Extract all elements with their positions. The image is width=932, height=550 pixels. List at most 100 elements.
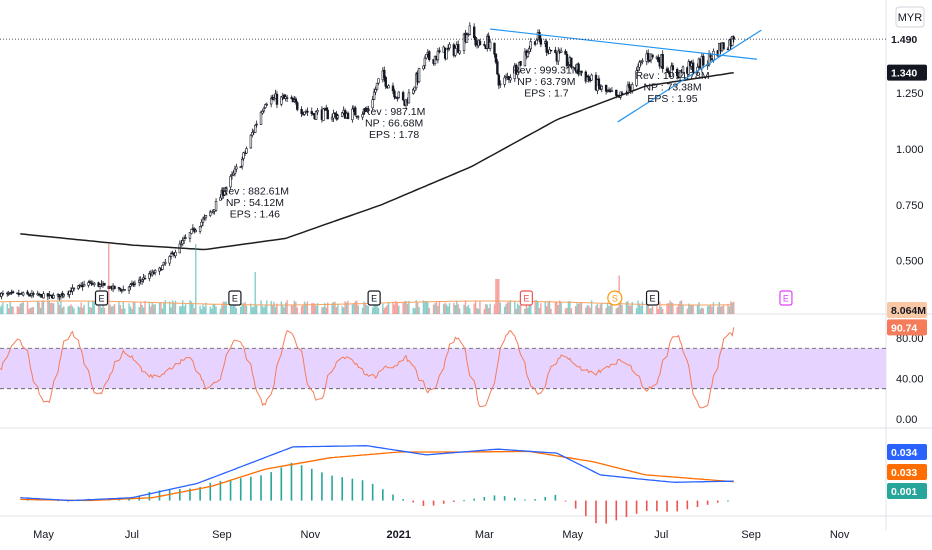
price-tick-label: 0.750 (896, 200, 924, 212)
volume-bar (324, 302, 326, 314)
volume-bar (657, 308, 660, 314)
candle-body (712, 50, 715, 61)
candle-body (670, 65, 673, 77)
volume-bar (290, 305, 293, 314)
volume-bar (235, 308, 238, 314)
volume-bar (414, 308, 416, 314)
candle-body (671, 65, 675, 71)
candle-body (665, 68, 669, 72)
candle-body (127, 286, 131, 291)
candle-body (661, 54, 664, 70)
volume-bar (18, 307, 20, 314)
volume-bar (60, 301, 62, 314)
candle-body (448, 43, 451, 49)
volume-bar (261, 305, 264, 314)
volume-bar (331, 303, 333, 314)
volume-bar (574, 306, 577, 314)
candle-body (229, 176, 232, 188)
currency-button[interactable]: MYR (895, 6, 925, 28)
volume-bar (374, 305, 377, 314)
earnings-badge[interactable]: E (645, 290, 660, 306)
earnings-badge[interactable]: E (228, 290, 242, 306)
volume-bar (199, 305, 201, 314)
candle-body (52, 295, 55, 299)
macd-histogram-bar (635, 500, 638, 514)
candle-body (371, 99, 374, 109)
volume-bar (184, 303, 187, 314)
macd-histogram-bar (503, 496, 506, 501)
volume-bar (171, 300, 174, 314)
candle-body (675, 69, 679, 77)
price-tick-label: 1.000 (896, 144, 924, 156)
candle-body (628, 83, 631, 88)
earnings-badge[interactable]: E (519, 290, 533, 306)
volume-bar (508, 302, 510, 314)
volume-bar (550, 308, 552, 314)
candle-body (493, 42, 496, 55)
volume-bar (93, 300, 95, 314)
candle-body (235, 166, 238, 170)
volume-bar (103, 307, 106, 314)
candle-body (361, 114, 364, 118)
candle-body (181, 240, 184, 245)
earnings-badge[interactable]: E (94, 290, 109, 306)
candle-body (446, 47, 450, 50)
volume-bar (385, 307, 387, 314)
candle-body (11, 291, 15, 293)
macd-histogram-bar (310, 468, 313, 501)
volume-bar (286, 300, 288, 314)
candle-body (519, 61, 522, 66)
earnings-badge[interactable]: E (367, 290, 381, 306)
dividend-badge[interactable]: S (607, 290, 623, 306)
earnings-badge[interactable]: E (779, 290, 793, 306)
volume-bar (650, 308, 652, 314)
price-tick-label: 1.250 (896, 88, 924, 100)
volume-bar (718, 301, 720, 314)
volume-bar (250, 303, 252, 314)
volume-bar (306, 301, 309, 314)
candle-body (472, 26, 476, 38)
volume-bar (432, 304, 435, 314)
candle-body (161, 265, 164, 270)
macd-line (20, 445, 734, 502)
volume-bar (651, 306, 654, 314)
volume-bar (376, 301, 378, 314)
candle-body (465, 34, 469, 43)
macd-histogram-bar (219, 480, 222, 501)
volume-bar (357, 305, 359, 314)
candle-body (565, 54, 569, 67)
volume-bar (134, 302, 136, 314)
macd-histogram-bar (422, 500, 425, 506)
volume-bar (9, 301, 11, 314)
volume-bar (727, 304, 729, 314)
candle-body (148, 273, 151, 279)
candle-body (32, 293, 35, 295)
badge-label: S (612, 294, 618, 304)
macd-histogram-bar (260, 475, 262, 501)
volume-bar (489, 303, 491, 314)
candle-body (26, 291, 29, 295)
candle-body (436, 50, 440, 61)
volume-bar (635, 308, 638, 314)
ma-value-tag: 1.340 (891, 68, 917, 80)
volume-bar (170, 307, 172, 314)
candle-body (191, 227, 195, 230)
volume-bar (312, 303, 314, 314)
volume-bar (19, 303, 22, 314)
volume-bar (255, 305, 258, 314)
candle-body (635, 70, 638, 86)
candle-body (422, 65, 425, 70)
macd-histogram-bar (67, 500, 69, 502)
candle-body (478, 40, 482, 45)
volume-bar (570, 308, 573, 314)
trend-line-upper (490, 28, 758, 60)
volume-bar (586, 305, 588, 314)
volume-bar (342, 307, 345, 314)
candle-body (638, 61, 641, 68)
volume-bar (518, 305, 520, 314)
volume-bar (709, 304, 712, 314)
volume-bar (253, 306, 255, 314)
macd-histogram-bar (473, 498, 475, 501)
volume-bar (148, 301, 151, 314)
